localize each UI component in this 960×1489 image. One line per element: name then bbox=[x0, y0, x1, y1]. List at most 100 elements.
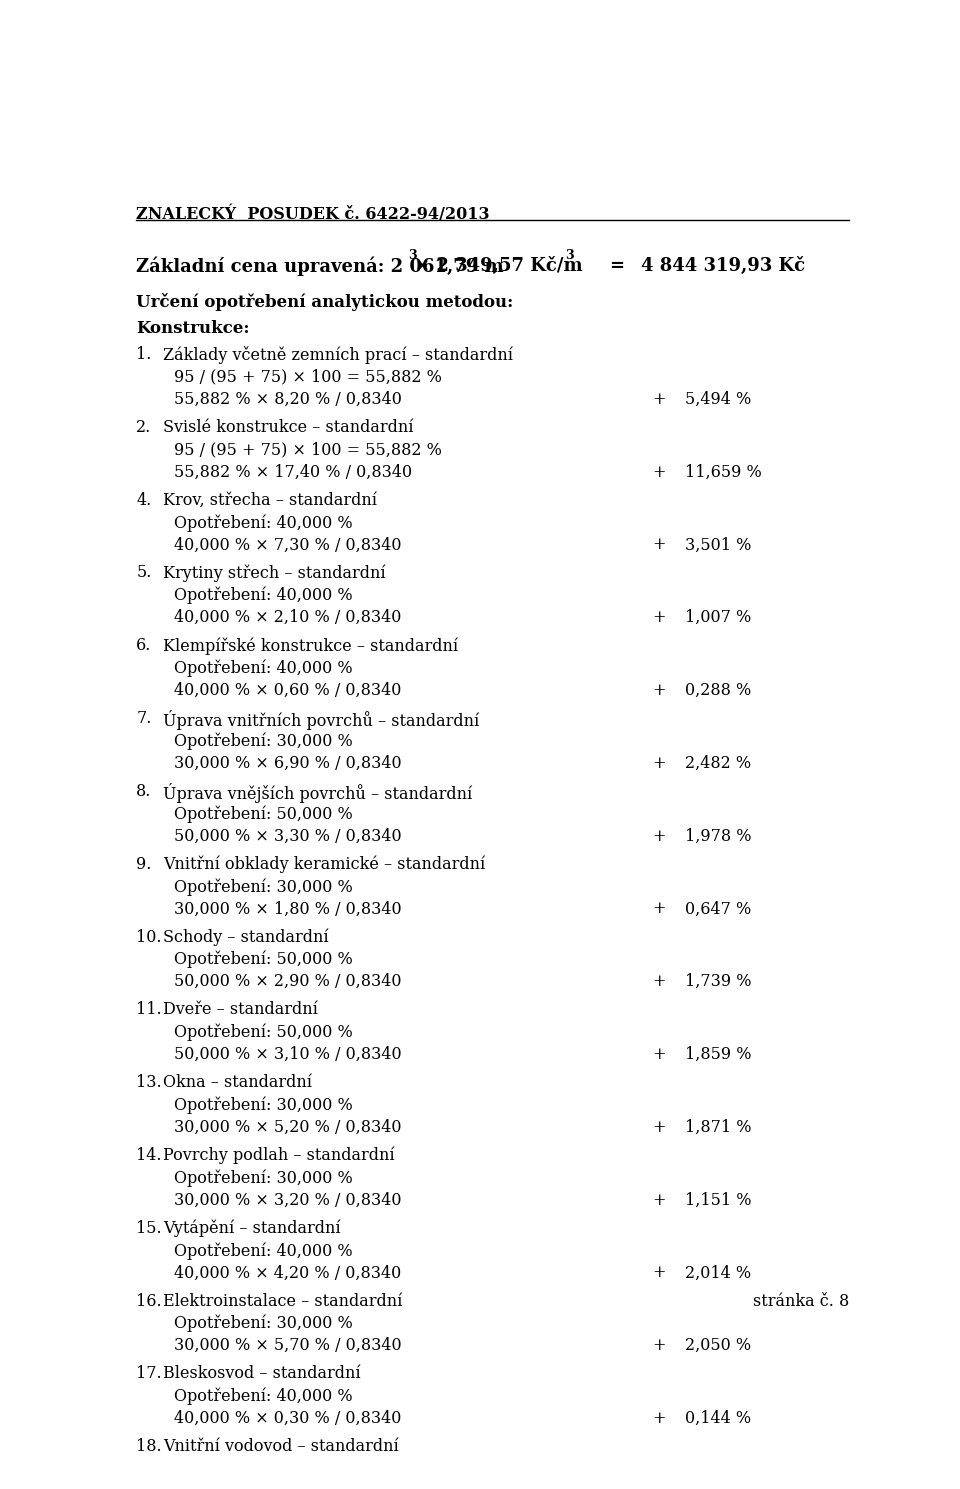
Text: 30,000 % × 1,80 % / 0,8340: 30,000 % × 1,80 % / 0,8340 bbox=[174, 901, 401, 917]
Text: 16.: 16. bbox=[136, 1292, 162, 1309]
Text: 3: 3 bbox=[564, 249, 573, 262]
Text: Krov, střecha – standardní: Krov, střecha – standardní bbox=[163, 491, 377, 509]
Text: Vnitřní vodovod – standardní: Vnitřní vodovod – standardní bbox=[163, 1438, 399, 1455]
Text: 7.: 7. bbox=[136, 710, 152, 727]
Text: 30,000 % × 6,90 % / 0,8340: 30,000 % × 6,90 % / 0,8340 bbox=[174, 755, 401, 771]
Text: 40,000 % × 7,30 % / 0,8340: 40,000 % × 7,30 % / 0,8340 bbox=[174, 536, 401, 554]
Text: Svislé konstrukce – standardní: Svislé konstrukce – standardní bbox=[163, 418, 414, 436]
Text: Konstrukce:: Konstrukce: bbox=[136, 320, 250, 337]
Text: Úprava vnějších povrchů – standardní: Úprava vnějších povrchů – standardní bbox=[163, 783, 472, 803]
Text: 2,482 %: 2,482 % bbox=[685, 755, 752, 771]
Text: 30,000 % × 5,70 % / 0,8340: 30,000 % × 5,70 % / 0,8340 bbox=[174, 1337, 401, 1355]
Text: Úprava vnitřních povrchů – standardní: Úprava vnitřních povrchů – standardní bbox=[163, 710, 479, 730]
Text: 8.: 8. bbox=[136, 783, 152, 800]
Text: stránka č. 8: stránka č. 8 bbox=[753, 1294, 849, 1310]
Text: +: + bbox=[652, 1264, 665, 1282]
Text: Opotřebení: 30,000 %: Opotřebení: 30,000 % bbox=[174, 733, 352, 750]
Text: +: + bbox=[652, 828, 665, 844]
Text: Opotřebení: 50,000 %: Opotřebení: 50,000 % bbox=[174, 806, 352, 823]
Text: 1.: 1. bbox=[136, 345, 152, 363]
Text: 40,000 % × 4,20 % / 0,8340: 40,000 % × 4,20 % / 0,8340 bbox=[174, 1264, 401, 1282]
Text: 1,739 %: 1,739 % bbox=[685, 974, 752, 990]
Text: Opotřebení: 50,000 %: Opotřebení: 50,000 % bbox=[174, 951, 352, 968]
Text: 30,000 % × 3,20 % / 0,8340: 30,000 % × 3,20 % / 0,8340 bbox=[174, 1191, 401, 1209]
Text: Základní cena upravená: 2 061,79 m: Základní cena upravená: 2 061,79 m bbox=[136, 256, 504, 275]
Text: +: + bbox=[652, 1118, 665, 1136]
Text: 17.: 17. bbox=[136, 1365, 162, 1382]
Text: Opotřebení: 50,000 %: Opotřebení: 50,000 % bbox=[174, 1023, 352, 1041]
Text: 3: 3 bbox=[408, 249, 417, 262]
Text: 2,050 %: 2,050 % bbox=[685, 1337, 752, 1355]
Text: +: + bbox=[652, 609, 665, 627]
Text: +: + bbox=[652, 682, 665, 698]
Text: Vytápění – standardní: Vytápění – standardní bbox=[163, 1219, 341, 1237]
Text: +: + bbox=[652, 390, 665, 408]
Text: 0,144 %: 0,144 % bbox=[685, 1410, 752, 1426]
Text: 13.: 13. bbox=[136, 1074, 162, 1091]
Text: 95 / (95 + 75) × 100 = 55,882 %: 95 / (95 + 75) × 100 = 55,882 % bbox=[174, 441, 442, 459]
Text: 30,000 % × 5,20 % / 0,8340: 30,000 % × 5,20 % / 0,8340 bbox=[174, 1118, 401, 1136]
Text: Povrchy podlah – standardní: Povrchy podlah – standardní bbox=[163, 1147, 395, 1164]
Text: 1,151 %: 1,151 % bbox=[685, 1191, 752, 1209]
Text: +: + bbox=[652, 974, 665, 990]
Text: 6.: 6. bbox=[136, 637, 152, 654]
Text: 11,659 %: 11,659 % bbox=[685, 463, 762, 481]
Text: 1,007 %: 1,007 % bbox=[685, 609, 752, 627]
Text: Opotřebení: 40,000 %: Opotřebení: 40,000 % bbox=[174, 1388, 352, 1406]
Text: Opotřebení: 40,000 %: Opotřebení: 40,000 % bbox=[174, 514, 352, 532]
Text: 1,859 %: 1,859 % bbox=[685, 1047, 752, 1063]
Text: Opotřebení: 30,000 %: Opotřebení: 30,000 % bbox=[174, 1096, 352, 1114]
Text: 4.: 4. bbox=[136, 491, 152, 509]
Text: +: + bbox=[652, 755, 665, 771]
Text: Schody – standardní: Schody – standardní bbox=[163, 929, 328, 946]
Text: 50,000 % × 3,30 % / 0,8340: 50,000 % × 3,30 % / 0,8340 bbox=[174, 828, 401, 844]
Text: 10.: 10. bbox=[136, 929, 162, 946]
Text: Bleskosvod – standardní: Bleskosvod – standardní bbox=[163, 1365, 361, 1382]
Text: 1,871 %: 1,871 % bbox=[685, 1118, 752, 1136]
Text: 18.: 18. bbox=[136, 1438, 162, 1455]
Text: 40,000 % × 2,10 % / 0,8340: 40,000 % × 2,10 % / 0,8340 bbox=[174, 609, 401, 627]
Text: × 2 349,57 Kč/m: × 2 349,57 Kč/m bbox=[415, 256, 583, 274]
Text: Základy včetně zemních prací – standardní: Základy včetně zemních prací – standardn… bbox=[163, 345, 514, 365]
Text: 11.: 11. bbox=[136, 1001, 162, 1018]
Text: +: + bbox=[652, 1047, 665, 1063]
Text: 0,647 %: 0,647 % bbox=[685, 901, 752, 917]
Text: 5,494 %: 5,494 % bbox=[685, 390, 752, 408]
Text: +: + bbox=[652, 463, 665, 481]
Text: 40,000 % × 0,30 % / 0,8340: 40,000 % × 0,30 % / 0,8340 bbox=[174, 1410, 401, 1426]
Text: 55,882 % × 8,20 % / 0,8340: 55,882 % × 8,20 % / 0,8340 bbox=[174, 390, 401, 408]
Text: 14.: 14. bbox=[136, 1147, 162, 1164]
Text: 50,000 % × 3,10 % / 0,8340: 50,000 % × 3,10 % / 0,8340 bbox=[174, 1047, 401, 1063]
Text: Opotřebení: 30,000 %: Opotřebení: 30,000 % bbox=[174, 1169, 352, 1187]
Text: Okna – standardní: Okna – standardní bbox=[163, 1074, 312, 1091]
Text: 0,288 %: 0,288 % bbox=[685, 682, 752, 698]
Text: Opotřebení: 40,000 %: Opotřebení: 40,000 % bbox=[174, 587, 352, 605]
Text: Krytiny střech – standardní: Krytiny střech – standardní bbox=[163, 564, 386, 582]
Text: =: = bbox=[610, 256, 625, 274]
Text: Opotřebení: 40,000 %: Opotřebení: 40,000 % bbox=[174, 660, 352, 677]
Text: Opotřebení: 40,000 %: Opotřebení: 40,000 % bbox=[174, 1242, 352, 1260]
Text: ZNALECKÝ  POSUDEK č. 6422-94/2013: ZNALECKÝ POSUDEK č. 6422-94/2013 bbox=[136, 205, 490, 222]
Text: +: + bbox=[652, 1337, 665, 1355]
Text: 2,014 %: 2,014 % bbox=[685, 1264, 752, 1282]
Text: 15.: 15. bbox=[136, 1219, 162, 1237]
Text: 1,978 %: 1,978 % bbox=[685, 828, 752, 844]
Text: +: + bbox=[652, 1410, 665, 1426]
Text: +: + bbox=[652, 1191, 665, 1209]
Text: +: + bbox=[652, 901, 665, 917]
Text: Klempířské konstrukce – standardní: Klempířské konstrukce – standardní bbox=[163, 637, 458, 655]
Text: Určení opotřebení analytickou metodou:: Určení opotřebení analytickou metodou: bbox=[136, 293, 514, 311]
Text: 4 844 319,93 Kč: 4 844 319,93 Kč bbox=[641, 256, 804, 274]
Text: Elektroinstalace – standardní: Elektroinstalace – standardní bbox=[163, 1292, 402, 1309]
Text: 50,000 % × 2,90 % / 0,8340: 50,000 % × 2,90 % / 0,8340 bbox=[174, 974, 401, 990]
Text: Dveře – standardní: Dveře – standardní bbox=[163, 1001, 318, 1018]
Text: 9.: 9. bbox=[136, 856, 152, 873]
Text: 2.: 2. bbox=[136, 418, 152, 436]
Text: 40,000 % × 0,60 % / 0,8340: 40,000 % × 0,60 % / 0,8340 bbox=[174, 682, 401, 698]
Text: Opotřebení: 30,000 %: Opotřebení: 30,000 % bbox=[174, 1315, 352, 1333]
Text: Opotřebení: 30,000 %: Opotřebení: 30,000 % bbox=[174, 879, 352, 895]
Text: 3,501 %: 3,501 % bbox=[685, 536, 752, 554]
Text: 95 / (95 + 75) × 100 = 55,882 %: 95 / (95 + 75) × 100 = 55,882 % bbox=[174, 368, 442, 386]
Text: Vnitřní obklady keramické – standardní: Vnitřní obklady keramické – standardní bbox=[163, 856, 486, 873]
Text: 5.: 5. bbox=[136, 564, 152, 582]
